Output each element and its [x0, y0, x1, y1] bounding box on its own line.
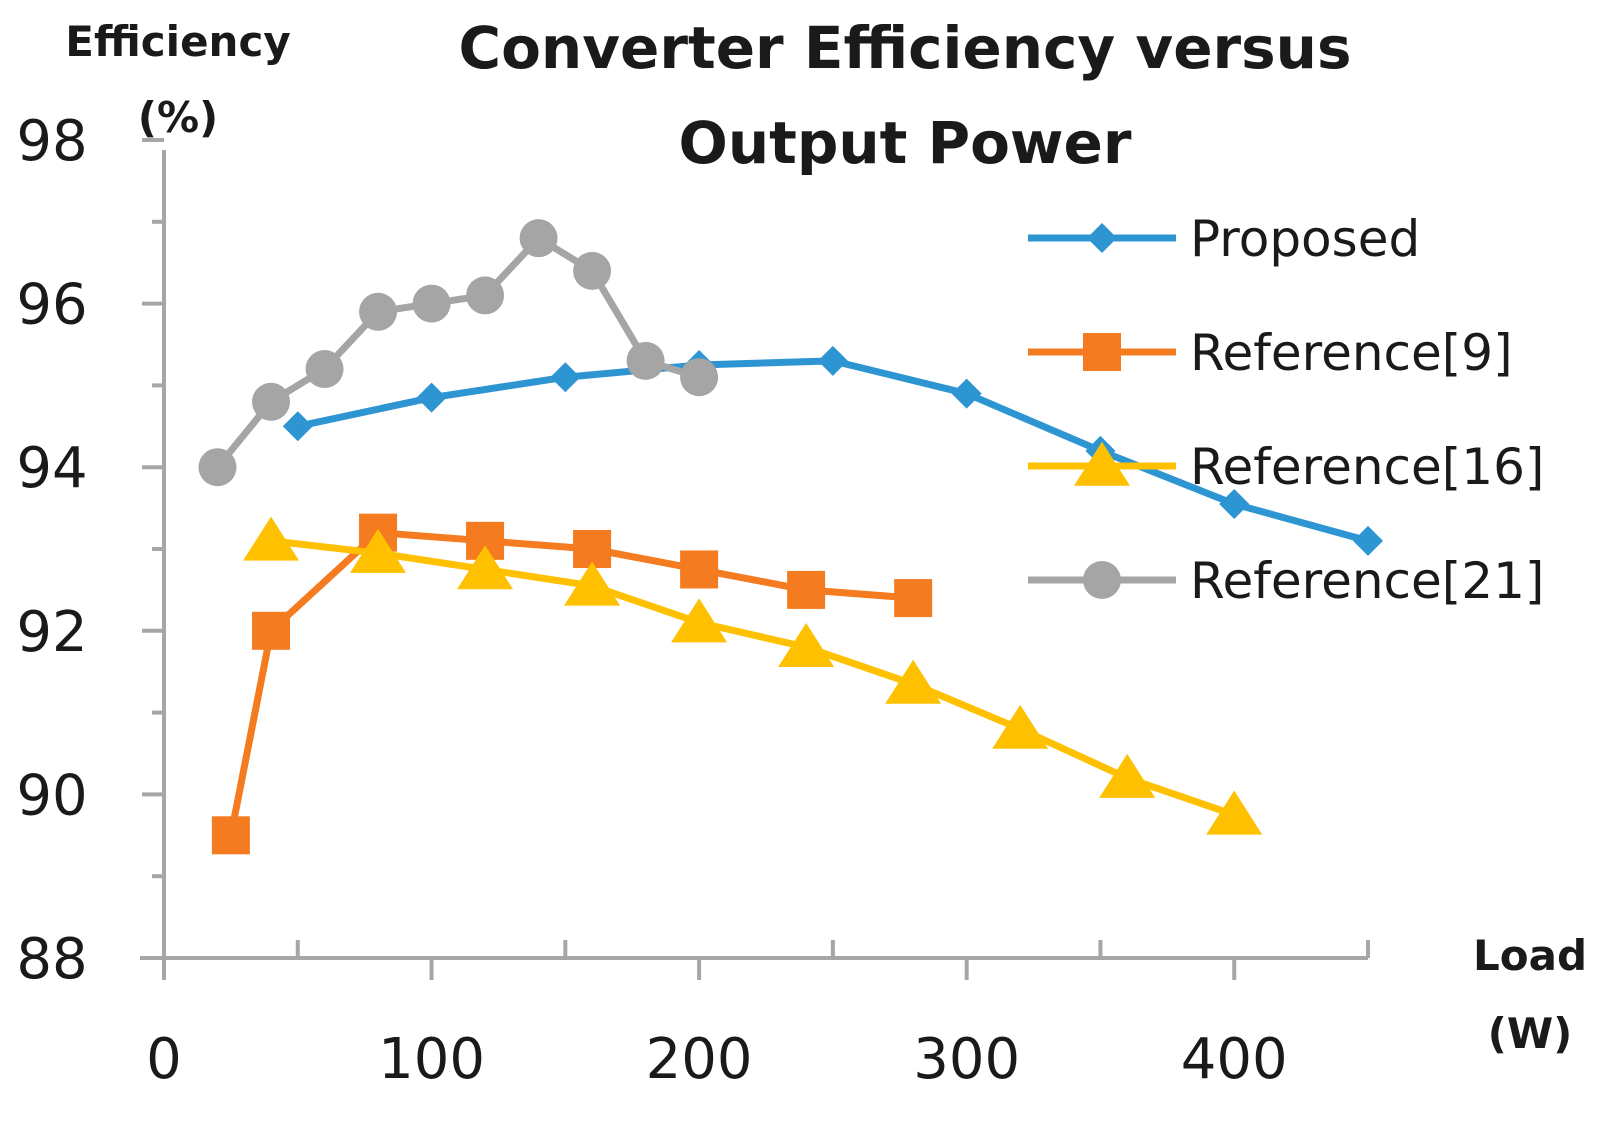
data-point-reference-21: [519, 219, 558, 258]
y-tick-label: 90: [16, 763, 87, 828]
data-point-reference-16: [564, 561, 621, 606]
legend-label: Reference[16]: [1190, 438, 1544, 496]
x-tick-label: 300: [913, 1027, 1020, 1092]
data-point-reference-21: [680, 358, 719, 397]
legend-item-proposed: Proposed: [1028, 210, 1420, 268]
data-point-reference-21: [626, 341, 665, 380]
data-point-reference-21: [466, 276, 505, 315]
data-point-reference-9: [680, 550, 719, 589]
series-line-reference-21: [214, 234, 703, 471]
x-tick-label: 0: [146, 1027, 182, 1092]
legend-item-reference-21: Reference[21]: [1028, 552, 1544, 610]
data-point-reference-21: [305, 350, 344, 389]
data-point-reference-16: [992, 704, 1049, 749]
data-point-reference-16: [1099, 753, 1156, 798]
data-point-proposed: [1219, 489, 1250, 520]
data-point-reference-16: [457, 545, 514, 590]
data-point-reference-16: [885, 659, 942, 704]
data-point-reference-9: [211, 816, 250, 855]
data-point-reference-9: [252, 611, 291, 650]
chart-title-line-2: Output Power: [679, 109, 1132, 177]
series-reference-21: [198, 219, 719, 487]
legend-label: Reference[9]: [1190, 324, 1513, 382]
y-tick-label: 94: [16, 436, 87, 501]
chart-labels: Converter Efficiency versus Output Power…: [65, 14, 1587, 1058]
x-axis-label-line-2: (W): [1488, 1009, 1573, 1058]
x-tick-label: 400: [1181, 1027, 1288, 1092]
data-point-reference-21: [359, 292, 398, 331]
y-tick-label: 98: [16, 109, 87, 174]
plot-area: [198, 219, 1383, 855]
series-reference-9: [211, 513, 933, 855]
data-point-reference-16: [1206, 790, 1263, 835]
data-point-reference-16: [243, 516, 300, 561]
x-tick-label: 200: [646, 1027, 753, 1092]
data-point-proposed: [951, 378, 982, 409]
x-axis-label-line-1: Load: [1473, 931, 1587, 980]
data-point-proposed: [416, 382, 447, 413]
data-point-reference-21: [412, 284, 451, 323]
data-point-reference-9: [894, 579, 933, 618]
legend-label: Proposed: [1190, 210, 1420, 268]
data-point-proposed: [550, 362, 581, 393]
legend-item-reference-9: Reference[9]: [1028, 324, 1513, 382]
data-point-reference-21: [573, 251, 612, 290]
legend-swatch-marker: [1083, 561, 1121, 599]
y-tick-label: 88: [16, 927, 87, 992]
legend-swatch-marker: [1083, 333, 1121, 371]
data-point-reference-16: [778, 622, 835, 667]
y-tick-label: 96: [16, 273, 87, 338]
data-point-reference-16: [350, 528, 407, 573]
series-line-reference-16: [267, 537, 1238, 819]
data-point-reference-9: [787, 570, 826, 609]
data-point-reference-21: [252, 382, 291, 421]
data-point-proposed: [282, 411, 313, 442]
legend: Proposed Reference[9] Reference[16] Referen…: [1028, 210, 1544, 610]
y-tick-label: 92: [16, 600, 87, 665]
legend-item-reference-16: Reference[16]: [1028, 438, 1544, 496]
legend-swatch-marker: [1074, 441, 1130, 486]
series-reference-16: [243, 516, 1263, 835]
chart-title-line-1: Converter Efficiency versus: [459, 14, 1352, 82]
y-axis-label-line-1: Efficiency: [65, 17, 290, 66]
axes: 88 90 92 94 96 98 0 100 200 300 400: [16, 109, 1370, 1092]
legend-label: Reference[21]: [1190, 552, 1544, 610]
data-point-proposed: [1353, 525, 1383, 556]
y-axis-label-line-2: (%): [138, 93, 218, 142]
x-tick-label: 100: [378, 1027, 485, 1092]
data-point-proposed: [817, 345, 848, 376]
data-point-reference-21: [198, 448, 237, 487]
legend-swatch-marker: [1087, 223, 1117, 253]
data-point-reference-16: [671, 598, 728, 643]
